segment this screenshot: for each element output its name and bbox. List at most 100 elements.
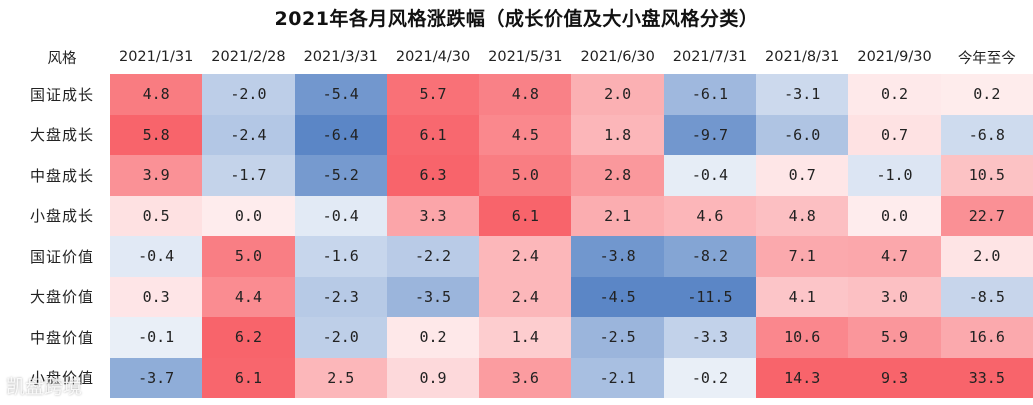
column-header: 今年至今	[957, 50, 1016, 67]
row-label: 小盘成长	[29, 207, 94, 226]
heatmap-cell: -2.4	[202, 114, 295, 155]
heatmap-cell: 4.8	[756, 195, 849, 236]
heatmap-cell: 0.0	[848, 195, 941, 236]
row-label: 大盘成长	[29, 126, 94, 145]
heatmap-cell: -2.5	[571, 317, 664, 358]
column-header: 2021/9/30	[857, 49, 932, 65]
column-header: 2021/6/30	[580, 49, 655, 65]
row-label: 中盘价值	[29, 328, 94, 347]
heatmap-cell: -6.1	[663, 74, 757, 115]
column-header: 2021/5/31	[488, 49, 563, 65]
heatmap-cell: 0.9	[386, 357, 480, 398]
heatmap-cell: 2.1	[571, 195, 664, 236]
heatmap-cell: -5.2	[294, 155, 387, 196]
heatmap-cell: -8.2	[663, 236, 757, 277]
heatmap-cell: 33.5	[940, 357, 1033, 398]
heatmap-cell: 5.0	[202, 236, 295, 277]
heatmap-cell: 10.5	[940, 155, 1033, 196]
heatmap-cell: -3.8	[571, 236, 664, 277]
heatmap-cell: -0.4	[110, 236, 203, 277]
heatmap-cell: -0.2	[663, 357, 757, 398]
heatmap-cell: -1.6	[294, 236, 387, 277]
heatmap-cell: 10.6	[756, 317, 849, 358]
heatmap-cell: 3.9	[110, 155, 203, 196]
heatmap-cell: 7.1	[756, 236, 849, 277]
heatmap-table: 风格 2021/1/31 2021/2/28 2021/3/31 2021/4/30 20…	[14, 40, 1033, 398]
heatmap-cell: 4.7	[848, 236, 941, 277]
heatmap-cell: 2.0	[571, 74, 664, 115]
corner-label: 风格	[47, 50, 77, 67]
heatmap-cell: 9.3	[848, 357, 941, 398]
heatmap-cell: -5.4	[294, 74, 387, 115]
heatmap-cell: 2.4	[479, 276, 572, 317]
heatmap-cell: -2.3	[294, 276, 387, 317]
heatmap-cell: -6.8	[940, 114, 1033, 155]
heatmap-cell: -6.4	[294, 114, 387, 155]
column-header: 2021/3/31	[303, 49, 378, 65]
heatmap-cell: 5.8	[110, 114, 203, 155]
column-header: 2021/2/28	[211, 49, 286, 65]
heatmap-cell: 4.8	[110, 74, 203, 115]
heatmap-cell: 6.3	[386, 155, 480, 196]
chart-title: 2021年各月风格涨跌幅（成长价值及大小盘风格分类）	[274, 8, 759, 30]
heatmap-cell: 0.2	[386, 317, 480, 358]
heatmap-cell: -2.0	[294, 317, 387, 358]
heatmap-cell: 4.8	[479, 74, 572, 115]
heatmap-cell: -9.7	[663, 114, 757, 155]
column-header: 2021/7/31	[672, 49, 748, 65]
heatmap-cell: -2.0	[202, 74, 295, 115]
heatmap-cell: 22.7	[940, 195, 1033, 236]
heatmap-cell: -3.3	[663, 317, 757, 358]
heatmap-cell: -0.4	[663, 155, 757, 196]
heatmap-cell: 14.3	[756, 357, 849, 398]
heatmap-cell: 6.1	[479, 195, 572, 236]
heatmap-cell: -2.1	[571, 357, 664, 398]
heatmap-cell: 2.4	[479, 236, 572, 277]
heatmap-cell: 3.3	[386, 195, 480, 236]
heatmap-cell: 4.5	[479, 114, 572, 155]
heatmap-cell: 4.1	[756, 276, 849, 317]
heatmap-cell: 4.4	[202, 276, 295, 317]
heatmap-cell: 5.0	[479, 155, 572, 196]
heatmap-cell: 6.2	[202, 317, 295, 358]
heatmap-cell: 1.8	[571, 114, 664, 155]
column-header: 2021/1/31	[118, 49, 194, 65]
heatmap-cell: 6.1	[202, 357, 295, 398]
heatmap-cell: 3.6	[479, 357, 572, 398]
heatmap-cell: -1.7	[202, 155, 295, 196]
heatmap-cell: 1.4	[479, 317, 572, 358]
heatmap-cell: 0.2	[940, 74, 1033, 115]
heatmap-cell: 0.7	[756, 155, 849, 196]
row-label: 国证成长	[29, 85, 94, 104]
heatmap-cell: -0.1	[110, 317, 203, 358]
heatmap-cell: -3.5	[386, 276, 480, 317]
heatmap-cell: 5.9	[848, 317, 941, 358]
heatmap-cell: -3.1	[756, 74, 849, 115]
heatmap-cell: 16.6	[940, 317, 1033, 358]
row-label: 国证价值	[29, 247, 94, 266]
heatmap-cell: 0.3	[110, 276, 203, 317]
heatmap-cell: -0.4	[294, 195, 387, 236]
row-label: 大盘价值	[29, 288, 94, 307]
heatmap-cell: 3.0	[848, 276, 941, 317]
heatmap-cell: -1.0	[848, 155, 941, 196]
heatmap-cell: -8.5	[940, 276, 1033, 317]
heatmap-cell: 5.7	[386, 74, 480, 115]
heatmap-cell: 2.0	[940, 236, 1033, 277]
heatmap-cell: 2.5	[294, 357, 387, 398]
heatmap-cell: 4.6	[663, 195, 757, 236]
heatmap-cell: 0.2	[848, 74, 941, 115]
heatmap-cell: -4.5	[571, 276, 664, 317]
heatmap-cell: -3.7	[110, 357, 203, 398]
column-header: 2021/8/31	[765, 49, 840, 65]
heatmap-cell: 0.5	[110, 195, 203, 236]
heatmap-cell: 0.7	[848, 114, 941, 155]
row-label: 小盘价值	[29, 369, 94, 388]
heatmap-cell: -6.0	[756, 114, 849, 155]
heatmap-cell: 6.1	[386, 114, 480, 155]
heatmap-cell: -11.5	[663, 276, 757, 317]
column-header: 2021/4/30	[395, 49, 471, 65]
heatmap-cell: -2.2	[386, 236, 480, 277]
row-label: 中盘成长	[29, 166, 94, 185]
heatmap-cell: 2.8	[571, 155, 664, 196]
